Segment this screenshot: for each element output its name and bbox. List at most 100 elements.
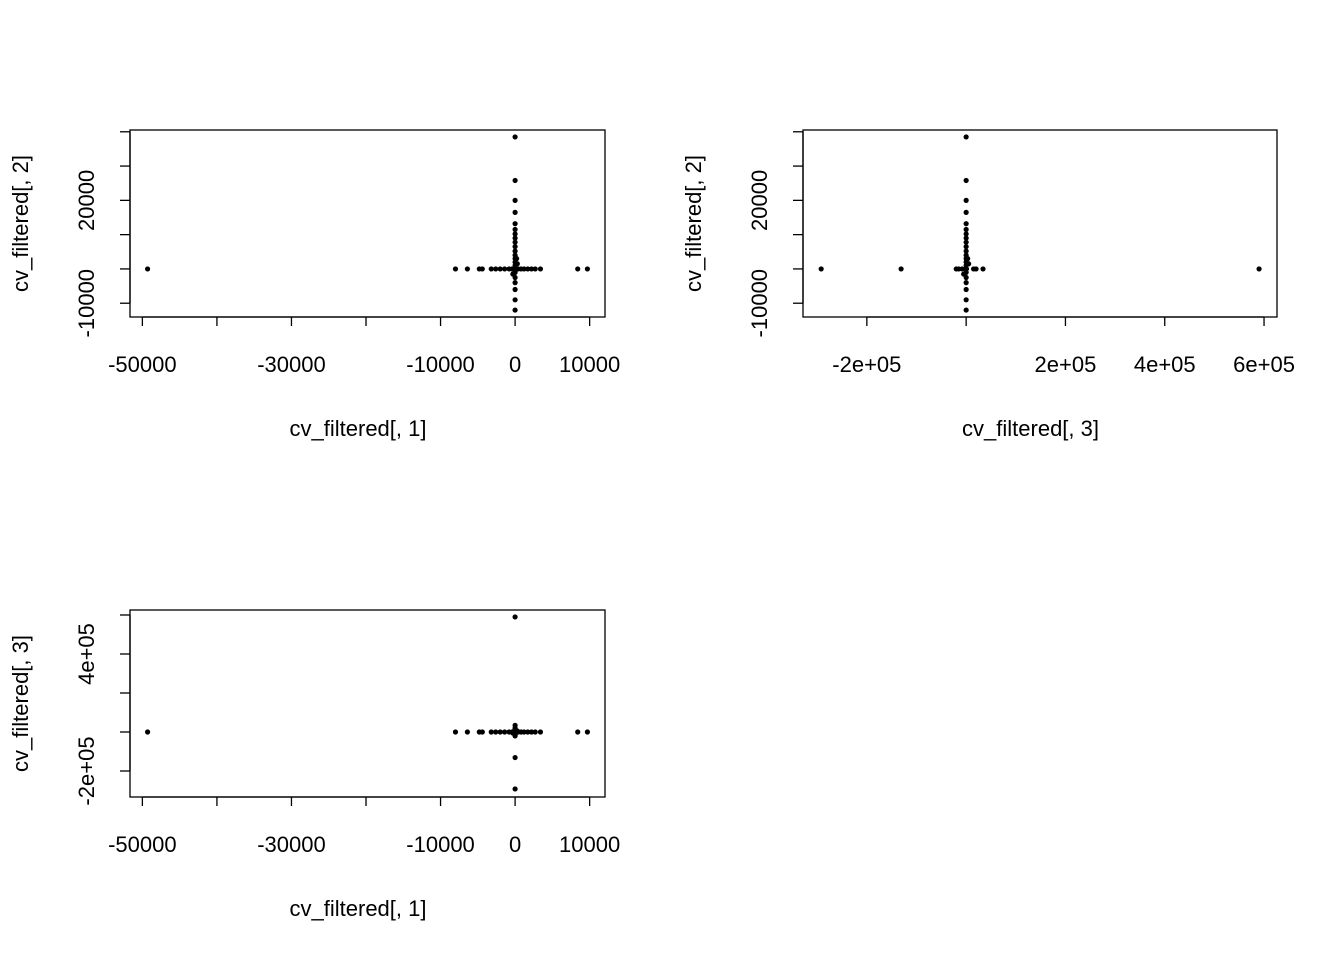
point [963,226,969,233]
point [898,266,904,272]
point [512,197,518,203]
point [512,235,518,241]
point [963,221,969,227]
point [512,177,518,184]
x-tick-label: -10000 [406,352,475,377]
x-tick-label: 4e+05 [1134,352,1196,377]
x-tick-label: -50000 [108,352,177,377]
point [963,177,969,184]
point [963,248,969,254]
point [575,266,581,272]
point [532,729,538,735]
point [502,729,508,735]
point [965,256,971,262]
point [963,235,969,241]
y-tick-label: -10000 [74,269,99,338]
panel: -50000 -30000 -10000 0 10000 -2e+05 4e+05 cv_fi… [8,609,620,921]
point [963,231,969,237]
point [575,729,581,735]
y-tick-label: -2e+05 [74,736,99,805]
y-axis-title: cv_filtered[, 3] [8,635,33,772]
point [963,197,969,203]
point [512,209,518,215]
plot-frame [129,129,606,318]
point [512,786,518,792]
point [512,239,518,245]
point [493,266,499,272]
point [963,286,969,293]
x-tick-label: 0 [509,352,521,377]
x-tick-label: 2e+05 [1035,352,1097,377]
point [963,297,969,303]
point [512,286,518,293]
plot-frame [129,609,606,798]
point [584,266,591,272]
point [1256,266,1262,272]
point [497,266,503,272]
y-axis-title: cv_filtered[, 2] [681,155,706,292]
point [980,266,986,272]
x-tick-label: -30000 [257,352,326,377]
point [525,266,531,272]
point [488,729,494,735]
panel: -50000 -30000 -10000 0 10000 -10000 20000 cv_fi… [8,129,620,441]
point [528,729,535,735]
x-tick-label: -50000 [108,832,177,857]
point [512,266,518,272]
point [512,280,518,286]
point [521,729,527,735]
point [514,261,520,267]
point [512,248,518,254]
point [537,266,544,272]
point [537,729,544,735]
point [963,244,969,250]
point [452,729,459,735]
point [963,307,969,313]
point [966,261,972,267]
point [963,239,969,245]
point [973,266,979,272]
point [532,266,538,272]
x-tick-label: 0 [509,832,521,857]
point [510,271,516,277]
point [512,244,518,250]
point [512,307,518,313]
point [512,226,518,233]
y-axis-title: cv_filtered[, 2] [8,155,33,292]
point [512,221,518,227]
x-tick-label: 6e+05 [1233,352,1295,377]
x-tick-label: 10000 [559,352,620,377]
x-tick-label: 10000 [559,832,620,857]
point [497,729,503,735]
x-tick-label: -30000 [257,832,326,857]
x-axis-title: cv_filtered[, 3] [962,416,1099,441]
point [513,256,520,262]
x-tick-label: -10000 [406,832,475,857]
point [464,729,470,735]
point [963,134,969,140]
point [528,266,535,272]
point [512,754,518,761]
y-tick-label: 20000 [74,170,99,231]
point [144,266,151,272]
point [479,266,485,272]
point [963,209,969,215]
point [452,266,459,272]
plot-frame [802,129,1278,318]
x-axis-title: cv_filtered[, 1] [290,896,427,921]
point [493,729,499,735]
point [525,729,531,735]
point [464,266,470,272]
point [953,266,959,272]
point [963,280,969,286]
x-axis-title: cv_filtered[, 1] [290,416,427,441]
y-tick-label: -10000 [747,269,772,338]
x-tick-label: -2e+05 [832,352,901,377]
point [502,266,508,272]
point [961,271,967,277]
point [512,134,518,140]
point [512,297,518,303]
point [818,266,824,272]
point [959,266,965,272]
